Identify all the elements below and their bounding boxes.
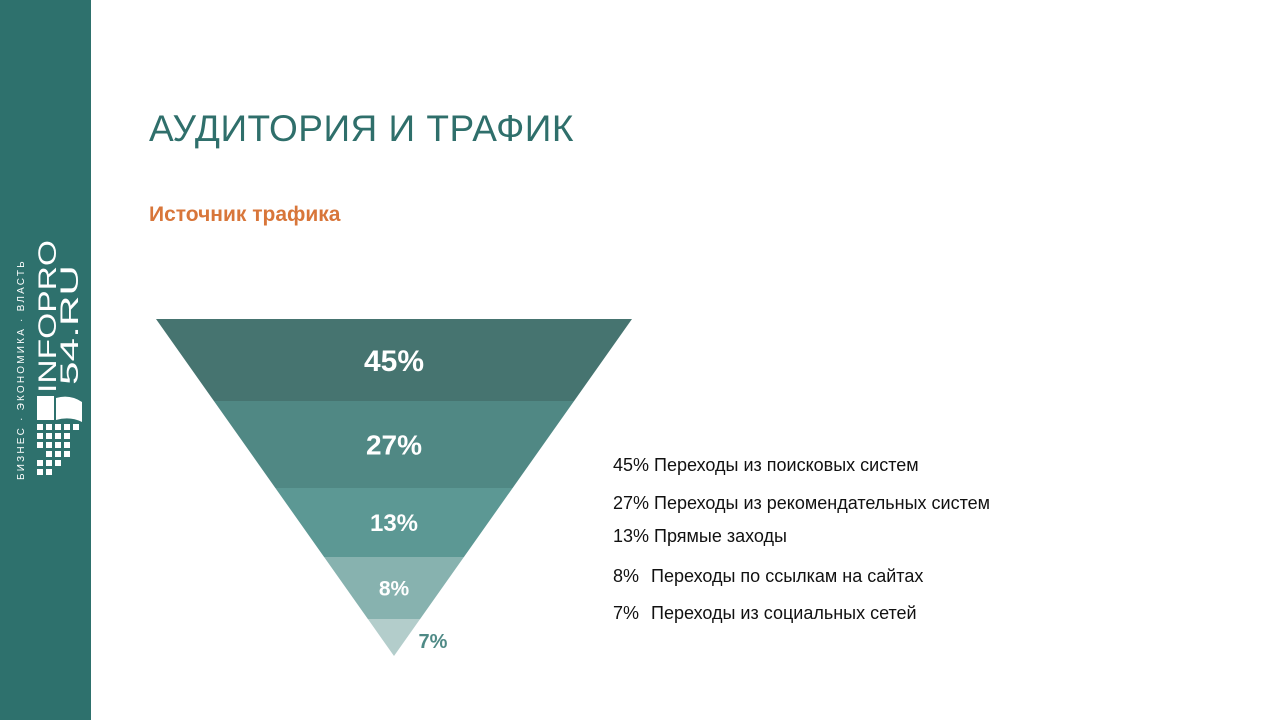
funnel-segment <box>213 401 575 488</box>
legend-percent: 7% <box>613 603 640 623</box>
legend-item: 27% Переходы из рекомендательных систем <box>613 493 990 514</box>
brand-name-line2: 54.RU <box>56 265 84 385</box>
legend-label: Прямые заходы <box>654 526 787 546</box>
funnel-label: 27% <box>366 430 422 461</box>
funnel-label: 7% <box>419 631 448 653</box>
funnel-label: 13% <box>370 510 418 537</box>
legend-percent: 27% <box>613 493 650 513</box>
legend-item: 45% Переходы из поисковых систем <box>613 455 919 476</box>
legend-item: 13% Прямые заходы <box>613 526 787 547</box>
legend-percent: 8% <box>613 566 640 586</box>
funnel-segment <box>156 319 632 401</box>
brand-tagline: БИЗНЕС · ЭКОНОМИКА · ВЛАСТЬ <box>16 259 27 480</box>
legend: 45% Переходы из поисковых систем 27% Пер… <box>613 0 1213 720</box>
funnel-segment <box>275 488 513 557</box>
sidebar <box>0 0 91 720</box>
brand-book-icon <box>37 396 82 475</box>
legend-item: 8% Переходы по ссылкам на сайтах <box>613 566 923 587</box>
funnel-segment <box>367 619 421 656</box>
legend-label: Переходы из рекомендательных систем <box>654 493 991 513</box>
section-subtitle: Источник трафика <box>149 203 341 226</box>
page-title: АУДИТОРИЯ И ТРАФИК <box>149 108 574 149</box>
brand-name-line1: INFOPRO <box>34 240 62 393</box>
funnel-segment <box>324 557 464 619</box>
funnel-label: 8% <box>379 578 410 601</box>
legend-label: Переходы из социальных сетей <box>651 603 917 623</box>
legend-item: 7% Переходы из социальных сетей <box>613 603 917 624</box>
legend-label: Переходы по ссылкам на сайтах <box>651 566 924 586</box>
legend-percent: 13% <box>613 526 650 546</box>
legend-percent: 45% <box>613 455 650 475</box>
brand-logo: БИЗНЕС · ЭКОНОМИКА · ВЛАСТЬ INFOPRO 54.R… <box>16 240 84 480</box>
legend-label: Переходы из поисковых систем <box>654 455 919 475</box>
funnel-label: 45% <box>364 345 424 378</box>
